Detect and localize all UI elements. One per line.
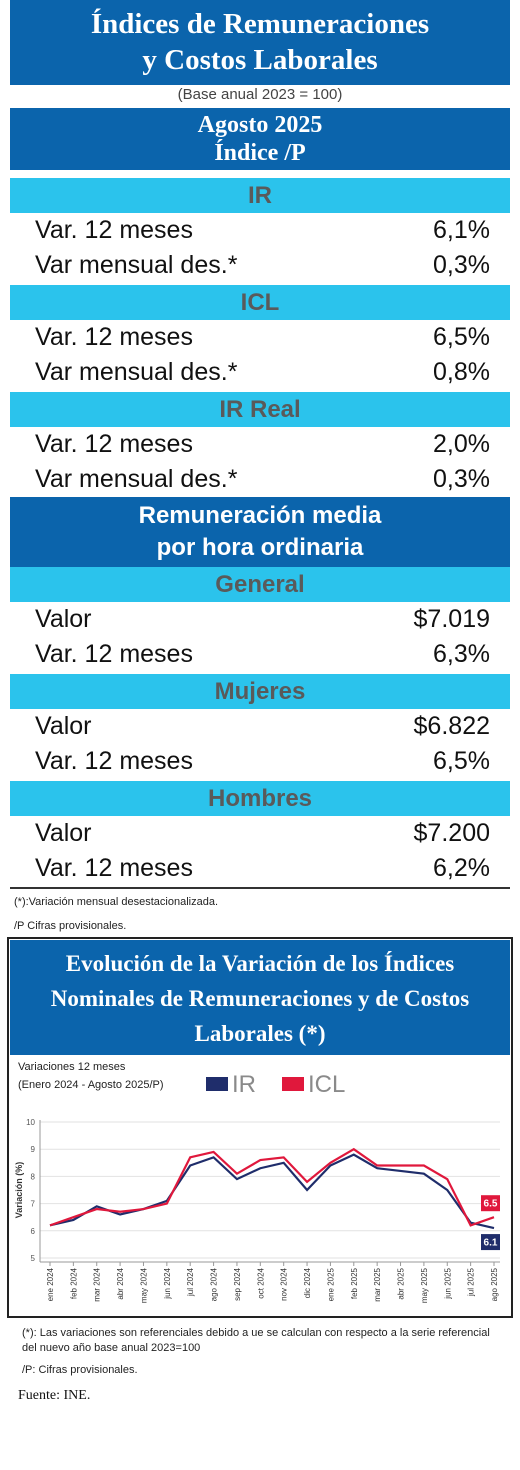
row-value: $6.822 [413, 712, 490, 740]
x-tick-label: abr 2024 [116, 1267, 125, 1299]
x-tick-label: mar 2024 [93, 1267, 102, 1301]
band: ICL [10, 285, 510, 320]
y-tick-label: 6 [31, 1227, 36, 1236]
row-label: Var mensual des.* [35, 358, 238, 386]
row-label: Var. 12 meses [35, 747, 193, 775]
rule [10, 887, 510, 889]
row-value: $7.019 [413, 605, 490, 633]
band: Hombres [10, 781, 510, 816]
end-label-box [481, 1234, 500, 1251]
row-value: 6,2% [433, 854, 490, 882]
x-tick-label: ene 2025 [326, 1267, 335, 1301]
chart-subtitle: (Enero 2024 - Agosto 2025/P) [18, 1079, 164, 1091]
chart: Variaciones 12 meses (Enero 2024 - Agosto… [14, 1061, 500, 1303]
wage-title-line: Remuneración media [138, 502, 382, 529]
footer-note: (*): Las variaciones son referenciales d… [22, 1327, 490, 1354]
x-tick-label: may 2024 [139, 1267, 148, 1303]
y-tick-label: 9 [31, 1145, 36, 1154]
x-tick-label: ago 2024 [210, 1267, 219, 1301]
chart-title-line: Laborales (*) [194, 1021, 326, 1046]
x-tick-label: dic 2024 [303, 1267, 312, 1298]
row-label: Var. 12 meses [35, 430, 193, 458]
legend-swatch [206, 1077, 228, 1091]
x-tick-label: oct 2024 [256, 1267, 265, 1298]
period: Agosto 2025 Índice /P [10, 108, 510, 170]
header-title: Índices de Remuneraciones y Costos Labora… [10, 0, 510, 85]
x-tick-label: ago 2025 [490, 1267, 499, 1301]
series-line [49, 1147, 495, 1227]
x-tick-label: sep 2024 [233, 1267, 242, 1300]
chart-title-line: Evolución de la Variación de los Índices [65, 951, 455, 976]
period-line: Agosto 2025 [197, 112, 323, 138]
x-tick-label: jun 2024 [163, 1267, 172, 1299]
end-label: 6.5 [484, 1199, 498, 1210]
row-value: 6,1% [433, 216, 490, 244]
row-label: Valor [35, 819, 92, 847]
x-tick-label: jun 2025 [443, 1267, 452, 1299]
series-line [49, 1153, 495, 1230]
legend-label: ICL [308, 1071, 345, 1098]
legend-swatch [282, 1077, 304, 1091]
row-value: 6,5% [433, 747, 490, 775]
period-line: Índice /P [214, 140, 306, 166]
y-tick-label: 7 [31, 1200, 36, 1209]
row-label: Var mensual des.* [35, 465, 238, 493]
row-value: 2,0% [433, 430, 490, 458]
chart-title: Evolución de la Variación de los Índices… [10, 940, 510, 1055]
row-label: Var. 12 meses [35, 323, 193, 351]
row-label: Valor [35, 712, 92, 740]
note: (*):Variación mensual desestacionalizada… [14, 896, 219, 908]
band: IR Real [10, 392, 510, 427]
row-value: 0,3% [433, 465, 490, 493]
x-tick-label: nov 2024 [280, 1267, 289, 1300]
x-tick-label: jul 2025 [467, 1267, 476, 1297]
row-value: 0,3% [433, 251, 490, 279]
row-label: Var. 12 meses [35, 216, 193, 244]
y-tick-label: 8 [31, 1172, 36, 1181]
x-tick-label: may 2025 [420, 1267, 429, 1303]
chart-subtitle: Variaciones 12 meses [18, 1061, 126, 1073]
x-tick-label: ene 2024 [46, 1267, 55, 1301]
x-tick-label: abr 2025 [397, 1267, 406, 1299]
header-title-line: y Costos Laborales [142, 44, 378, 76]
wage-title: Remuneración media por hora ordinaria [10, 497, 510, 567]
row-label: Var. 12 meses [35, 854, 193, 882]
row-label: Valor [35, 605, 92, 633]
y-tick-label: 5 [31, 1254, 36, 1263]
x-tick-label: mar 2025 [373, 1267, 382, 1301]
chart-frame [7, 937, 513, 1318]
header-title-line: Índices de Remuneraciones [90, 8, 430, 40]
end-label: 6.1 [484, 1238, 498, 1249]
end-label-box [481, 1195, 500, 1212]
row-value: $7.200 [413, 819, 490, 847]
row-label: Var. 12 meses [35, 640, 193, 668]
row-value: 6,5% [433, 323, 490, 351]
legend-label: IR [232, 1071, 256, 1098]
source: Fuente: INE. [18, 1388, 91, 1403]
footer-note: /P: Cifras provisionales. [22, 1364, 138, 1376]
x-tick-label: feb 2025 [350, 1267, 359, 1299]
band: Mujeres [10, 674, 510, 709]
x-tick-label: jul 2024 [186, 1267, 195, 1297]
row-label: Var mensual des.* [35, 251, 238, 279]
x-tick-label: feb 2024 [69, 1267, 78, 1299]
row-value: 0,8% [433, 358, 490, 386]
y-axis-label: Variación (%) [14, 1162, 24, 1219]
wage-title-line: por hora ordinaria [156, 534, 364, 561]
chart-title-line: Nominales de Remuneraciones y de Costos [50, 986, 470, 1011]
base-note: (Base anual 2023 = 100) [177, 86, 343, 103]
row-value: 6,3% [433, 640, 490, 668]
band: IR [10, 178, 510, 213]
y-tick-label: 10 [26, 1118, 35, 1127]
note: /P Cifras provisionales. [14, 920, 127, 932]
band: General [10, 567, 510, 602]
